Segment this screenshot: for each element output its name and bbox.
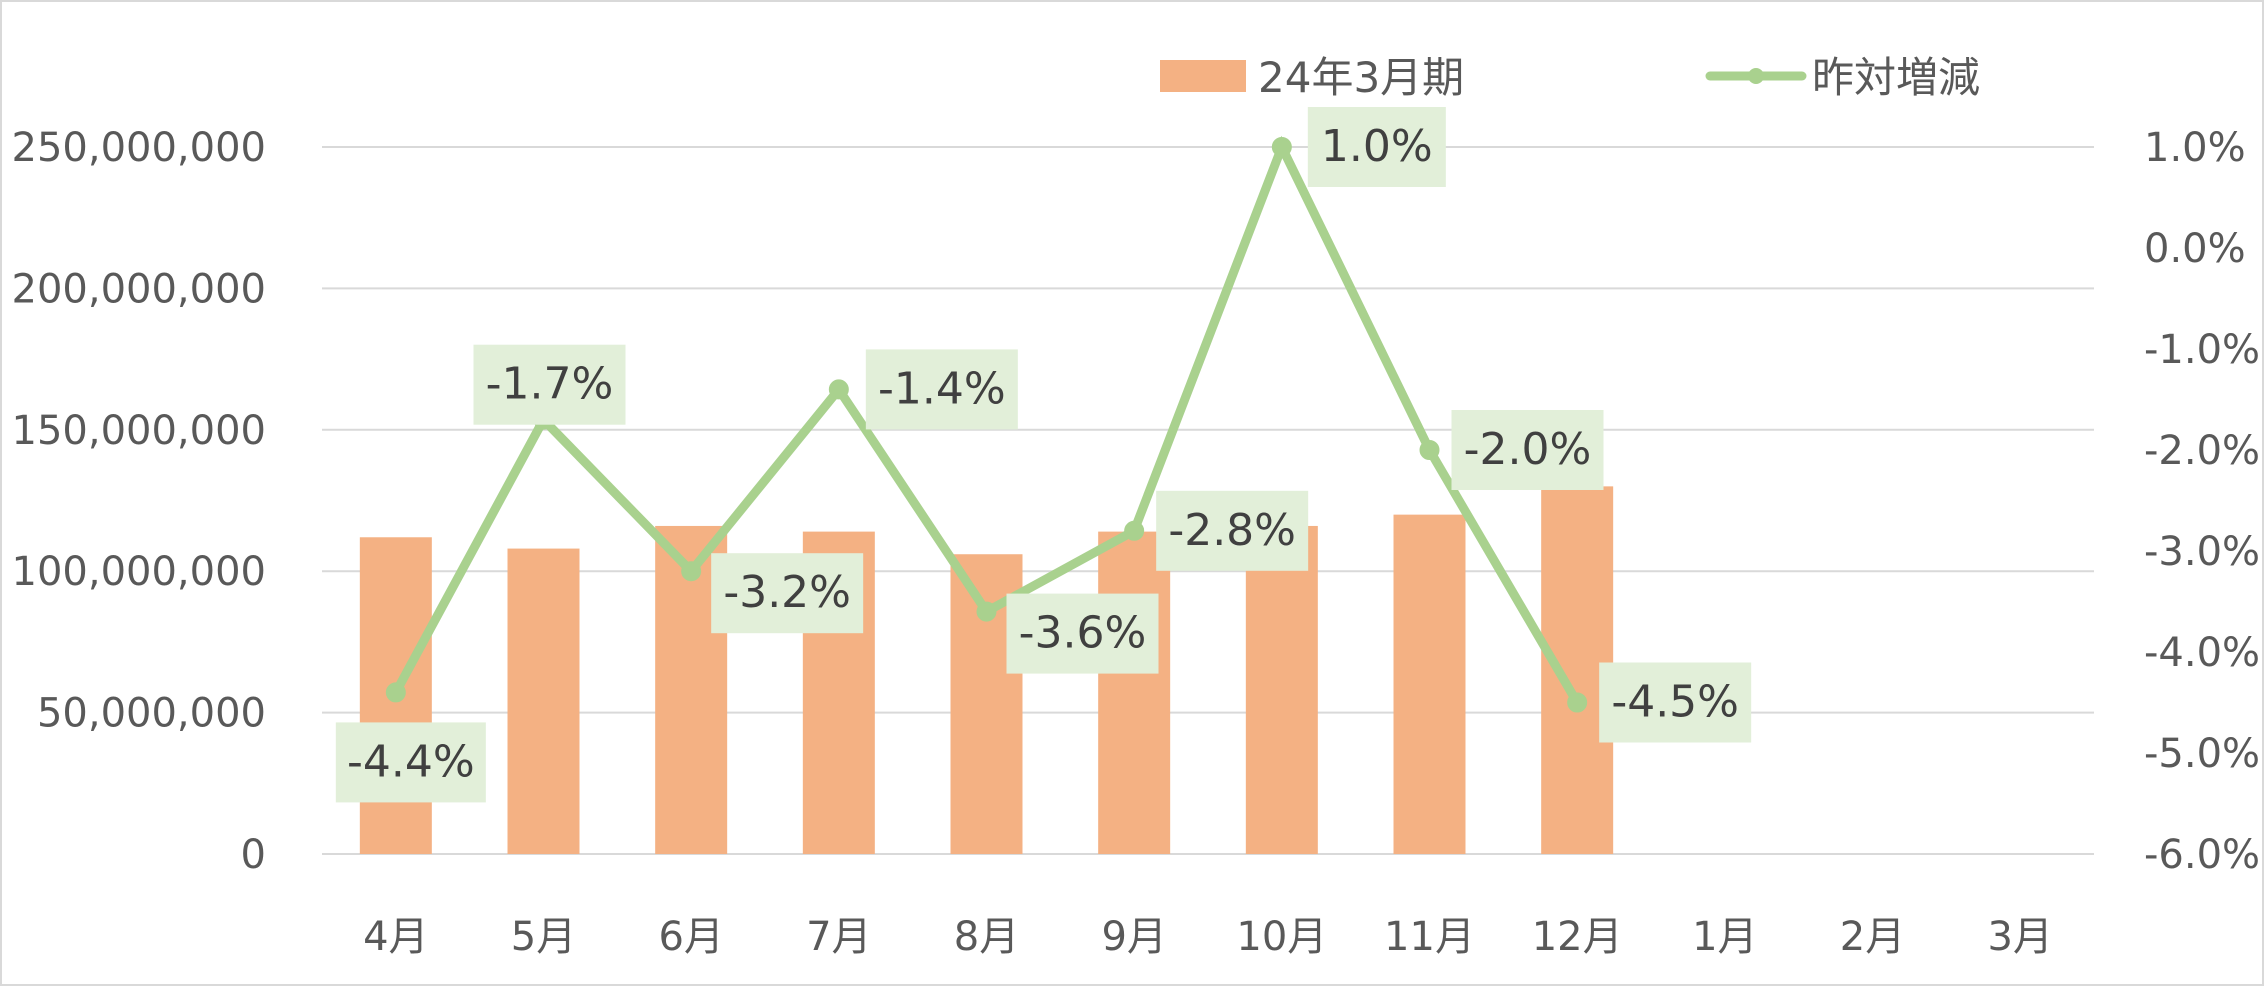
x-axis-tick-label: 11月 xyxy=(1384,914,1475,960)
x-axis-tick-label: 1月 xyxy=(1692,914,1757,960)
bar xyxy=(507,548,580,854)
bar xyxy=(1098,531,1171,854)
x-axis-tick-label: 8月 xyxy=(954,914,1019,960)
x-axis-tick-label: 10月 xyxy=(1236,914,1327,960)
left-axis-tick-label: 150,000,000 xyxy=(12,408,266,454)
left-axis-tick-label: 100,000,000 xyxy=(12,549,266,595)
line-data-label-text: -4.4% xyxy=(347,736,475,787)
line-data-label-bg xyxy=(1307,107,1446,187)
legend-bar-label: 24年3月期 xyxy=(1258,53,1464,102)
line-point xyxy=(1419,440,1440,460)
line-data-label: -3.6% xyxy=(1006,593,1159,674)
grid-layer xyxy=(322,146,2094,855)
line-data-label-bg xyxy=(865,349,1018,430)
line-data-label-bg xyxy=(1599,662,1752,743)
line-data-label-bg xyxy=(473,344,626,425)
x-axis-tick-label: 5月 xyxy=(511,914,576,960)
left-axis-tick-label: 50,000,000 xyxy=(37,691,266,737)
line-data-label-bg xyxy=(1006,593,1159,674)
line-data-label-bg xyxy=(1451,410,1604,490)
line-data-label-text: -3.6% xyxy=(1019,608,1147,659)
right-axis-tick-label: -4.0% xyxy=(2144,630,2260,676)
line-data-label-text: -2.8% xyxy=(1168,505,1296,556)
line-data-label-bg xyxy=(335,722,486,803)
x-axis-tick-label: 2月 xyxy=(1840,914,1905,960)
x-axis-tick-label: 3月 xyxy=(1987,914,2052,960)
x-axis-tick-label: 9月 xyxy=(1101,914,1166,960)
line-data-label: -3.2% xyxy=(711,553,864,634)
line-data-label-text: -1.4% xyxy=(878,363,1006,414)
right-axis-tick-label: 1.0% xyxy=(2144,125,2246,171)
line-point xyxy=(681,561,702,582)
line-data-label-bg xyxy=(711,553,864,634)
legend-line-label: 昨対増減 xyxy=(1812,53,1980,102)
legend-line-marker xyxy=(1748,68,1764,84)
line-data-label-text: -4.5% xyxy=(1611,677,1739,728)
line-data-label-text: 1.0% xyxy=(1321,121,1433,172)
legend-item-bar: 24年3月期 xyxy=(1160,53,1464,102)
line-point xyxy=(828,379,849,400)
x-axis-tick-label: 7月 xyxy=(806,914,871,960)
bar xyxy=(1393,514,1466,854)
legend-bar-swatch xyxy=(1160,60,1246,92)
line-data-label: -2.8% xyxy=(1156,490,1309,571)
line-data-label: -1.4% xyxy=(865,349,1018,430)
line-layer xyxy=(385,135,1588,713)
line-data-label: -4.4% xyxy=(335,722,486,803)
line-data-label: -4.5% xyxy=(1599,662,1752,743)
axes-layer: 0 50,000,000 100,000,000 150,000,000 200,000… xyxy=(12,125,2261,960)
x-axis-tick-label: 4月 xyxy=(363,914,428,960)
legend: 24年3月期 昨対増減 xyxy=(1160,53,1980,102)
bars-layer xyxy=(359,486,1614,854)
line-data-label: -1.7% xyxy=(473,344,626,425)
right-axis-tick-label: -2.0% xyxy=(2144,428,2260,474)
line-data-label: 1.0% xyxy=(1307,107,1446,187)
right-axis-tick-label: -6.0% xyxy=(2144,832,2260,878)
x-axis-tick-label: 6月 xyxy=(658,914,723,960)
line-data-label-text: -3.2% xyxy=(723,567,851,618)
right-axis-tick-label: -5.0% xyxy=(2144,731,2260,777)
x-axis-tick-label: 12月 xyxy=(1532,914,1623,960)
left-axis-tick-label: 250,000,000 xyxy=(12,125,266,171)
line-data-label: -2.0% xyxy=(1451,410,1604,490)
legend-item-line: 昨対増減 xyxy=(1705,53,1980,102)
right-axis-tick-label: -1.0% xyxy=(2144,327,2260,373)
line-data-label-text: -1.7% xyxy=(486,359,614,410)
left-axis-tick-label: 0 xyxy=(241,832,266,878)
line-data-label-bg xyxy=(1156,490,1309,571)
line-point xyxy=(1271,137,1292,157)
bar xyxy=(1245,525,1318,854)
line-point xyxy=(1124,520,1145,541)
line-point xyxy=(1567,692,1588,713)
left-axis-tick-label: 200,000,000 xyxy=(12,266,266,312)
line-data-label-text: -2.0% xyxy=(1464,424,1592,475)
data-labels-layer: -4.4% -1.7% -3.2% -1.4% -3.6% -2.8% 1.0% -2.0% -… xyxy=(335,107,1752,803)
right-axis-tick-label: 0.0% xyxy=(2144,226,2246,272)
line-point xyxy=(976,601,997,622)
line-point xyxy=(385,682,406,703)
right-axis-tick-label: -3.0% xyxy=(2144,529,2260,575)
